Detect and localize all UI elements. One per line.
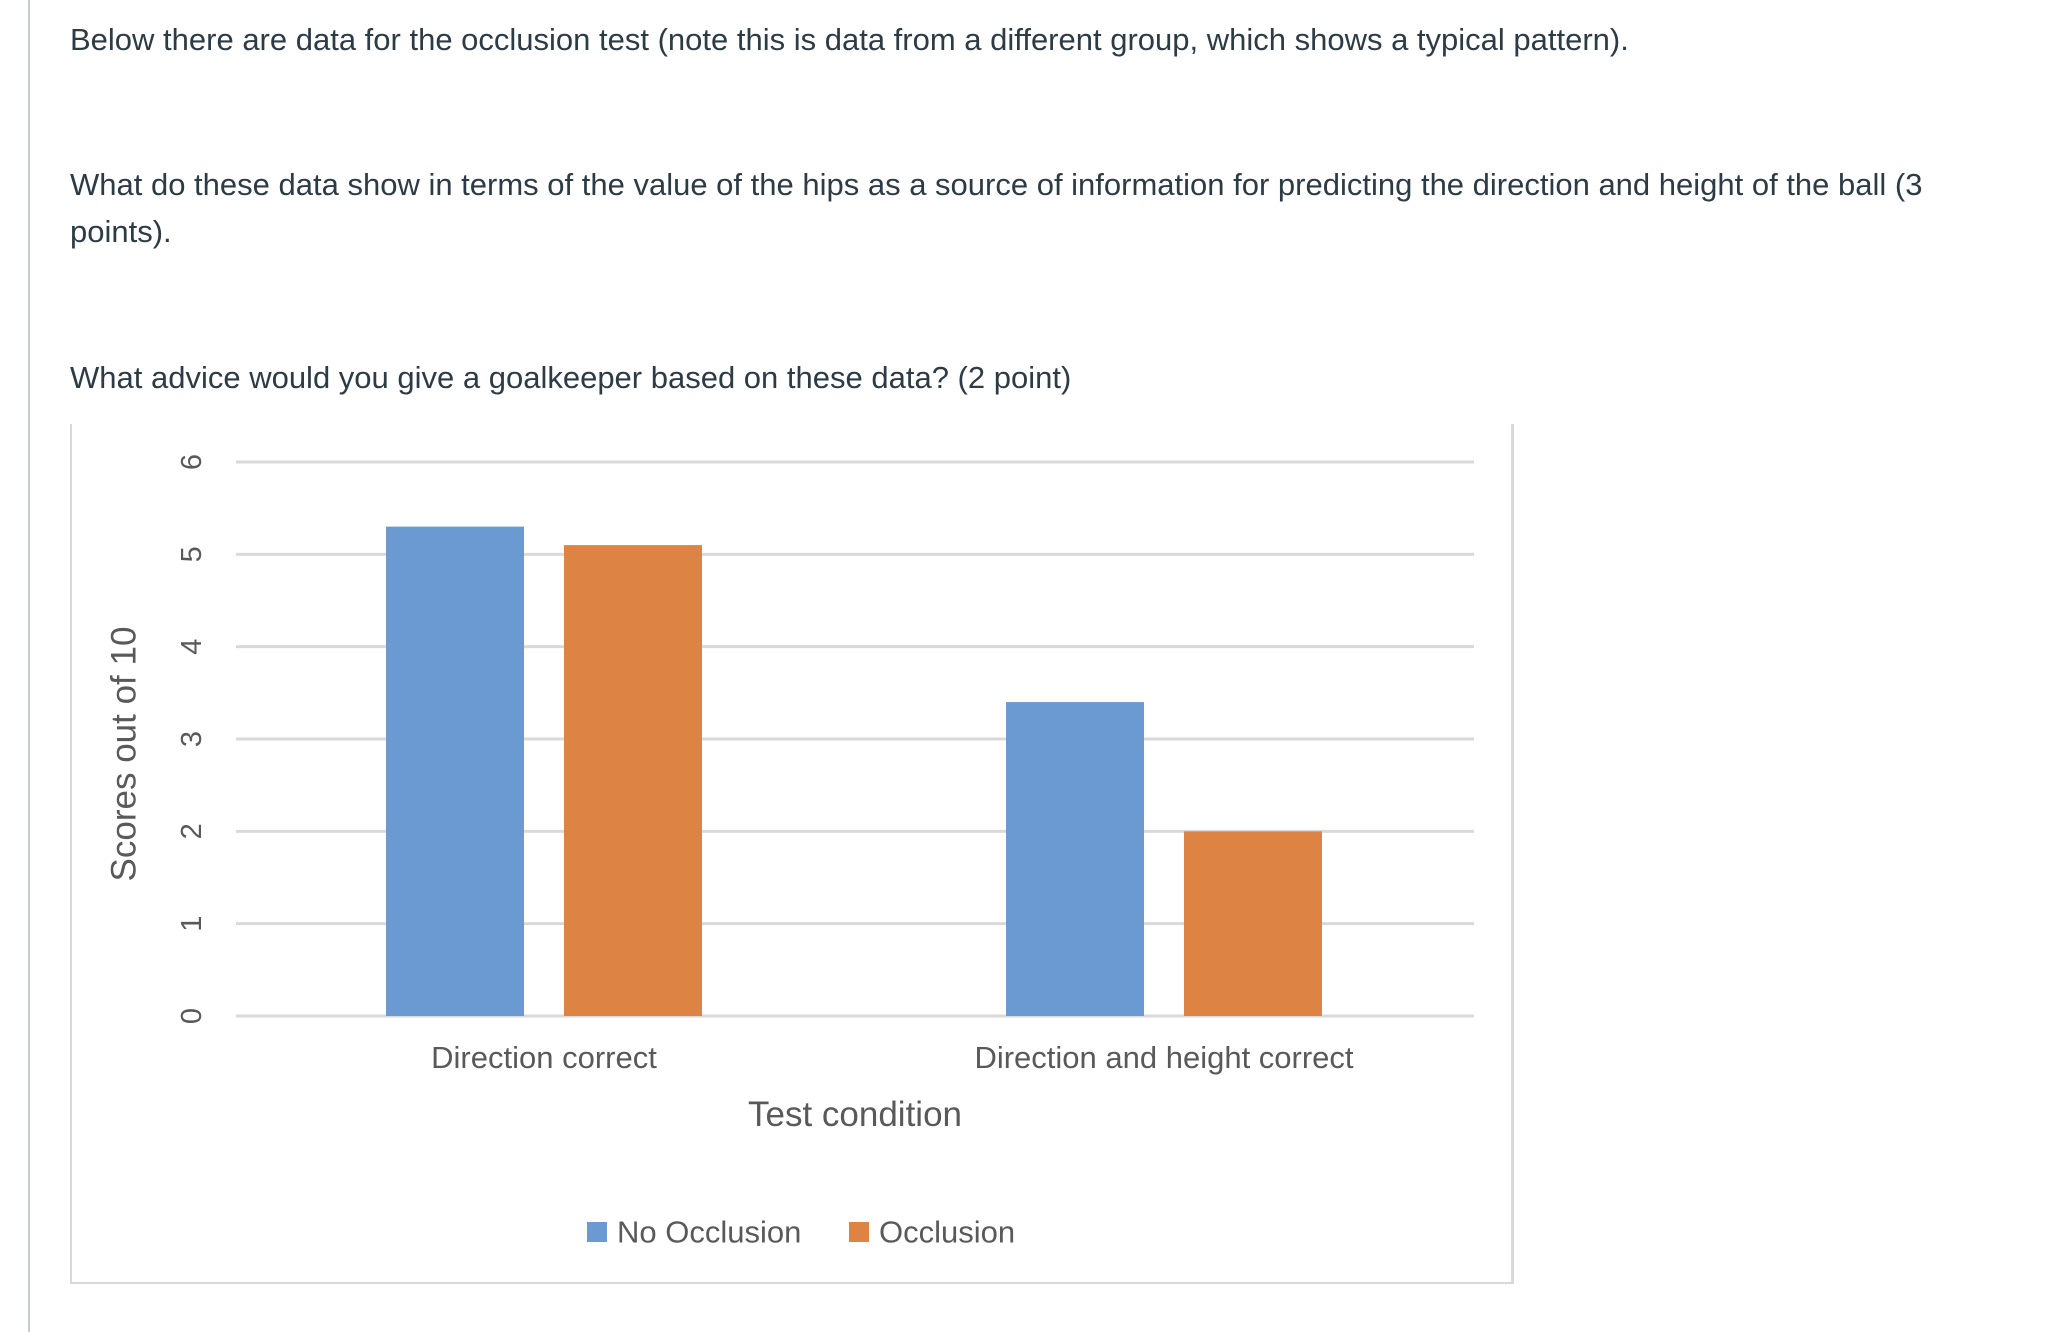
content-left-border <box>28 0 30 1332</box>
chart-svg: 0 1 2 3 4 5 6 Direction correct Direction and he… <box>105 454 1474 1250</box>
y-tick-label: 4 <box>176 639 208 655</box>
y-tick-label: 0 <box>176 1008 208 1024</box>
x-axis-title: Test condition <box>748 1095 962 1134</box>
bar-no-occlusion-1 <box>386 526 524 1016</box>
bar-chart: 0 1 2 3 4 5 6 Direction correct Direction and he… <box>70 424 1514 1284</box>
y-tick-label: 3 <box>176 731 208 747</box>
y-tick-label: 5 <box>176 546 208 562</box>
category-label: Direction and height correct <box>974 1040 1353 1075</box>
y-tick-label: 6 <box>176 454 208 470</box>
bar-occlusion-2 <box>1184 831 1322 1016</box>
legend-label-2: Occlusion <box>879 1215 1015 1250</box>
category-label: Direction correct <box>431 1040 657 1075</box>
legend-swatch-1 <box>587 1222 607 1242</box>
bar-occlusion-1 <box>564 545 702 1016</box>
intro-text: Below there are data for the occlusion t… <box>70 22 1629 57</box>
legend-label-1: No Occlusion <box>617 1215 801 1250</box>
y-axis-title: Scores out of 10 <box>105 627 144 882</box>
advice-question-text: What advice would you give a goalkeeper … <box>70 360 1072 395</box>
y-tick-label: 2 <box>176 823 208 839</box>
bar-no-occlusion-2 <box>1006 702 1144 1016</box>
y-tick-label: 1 <box>176 916 208 932</box>
legend-swatch-2 <box>849 1222 869 1242</box>
hips-question-text: What do these data show in terms of the … <box>70 167 1923 249</box>
